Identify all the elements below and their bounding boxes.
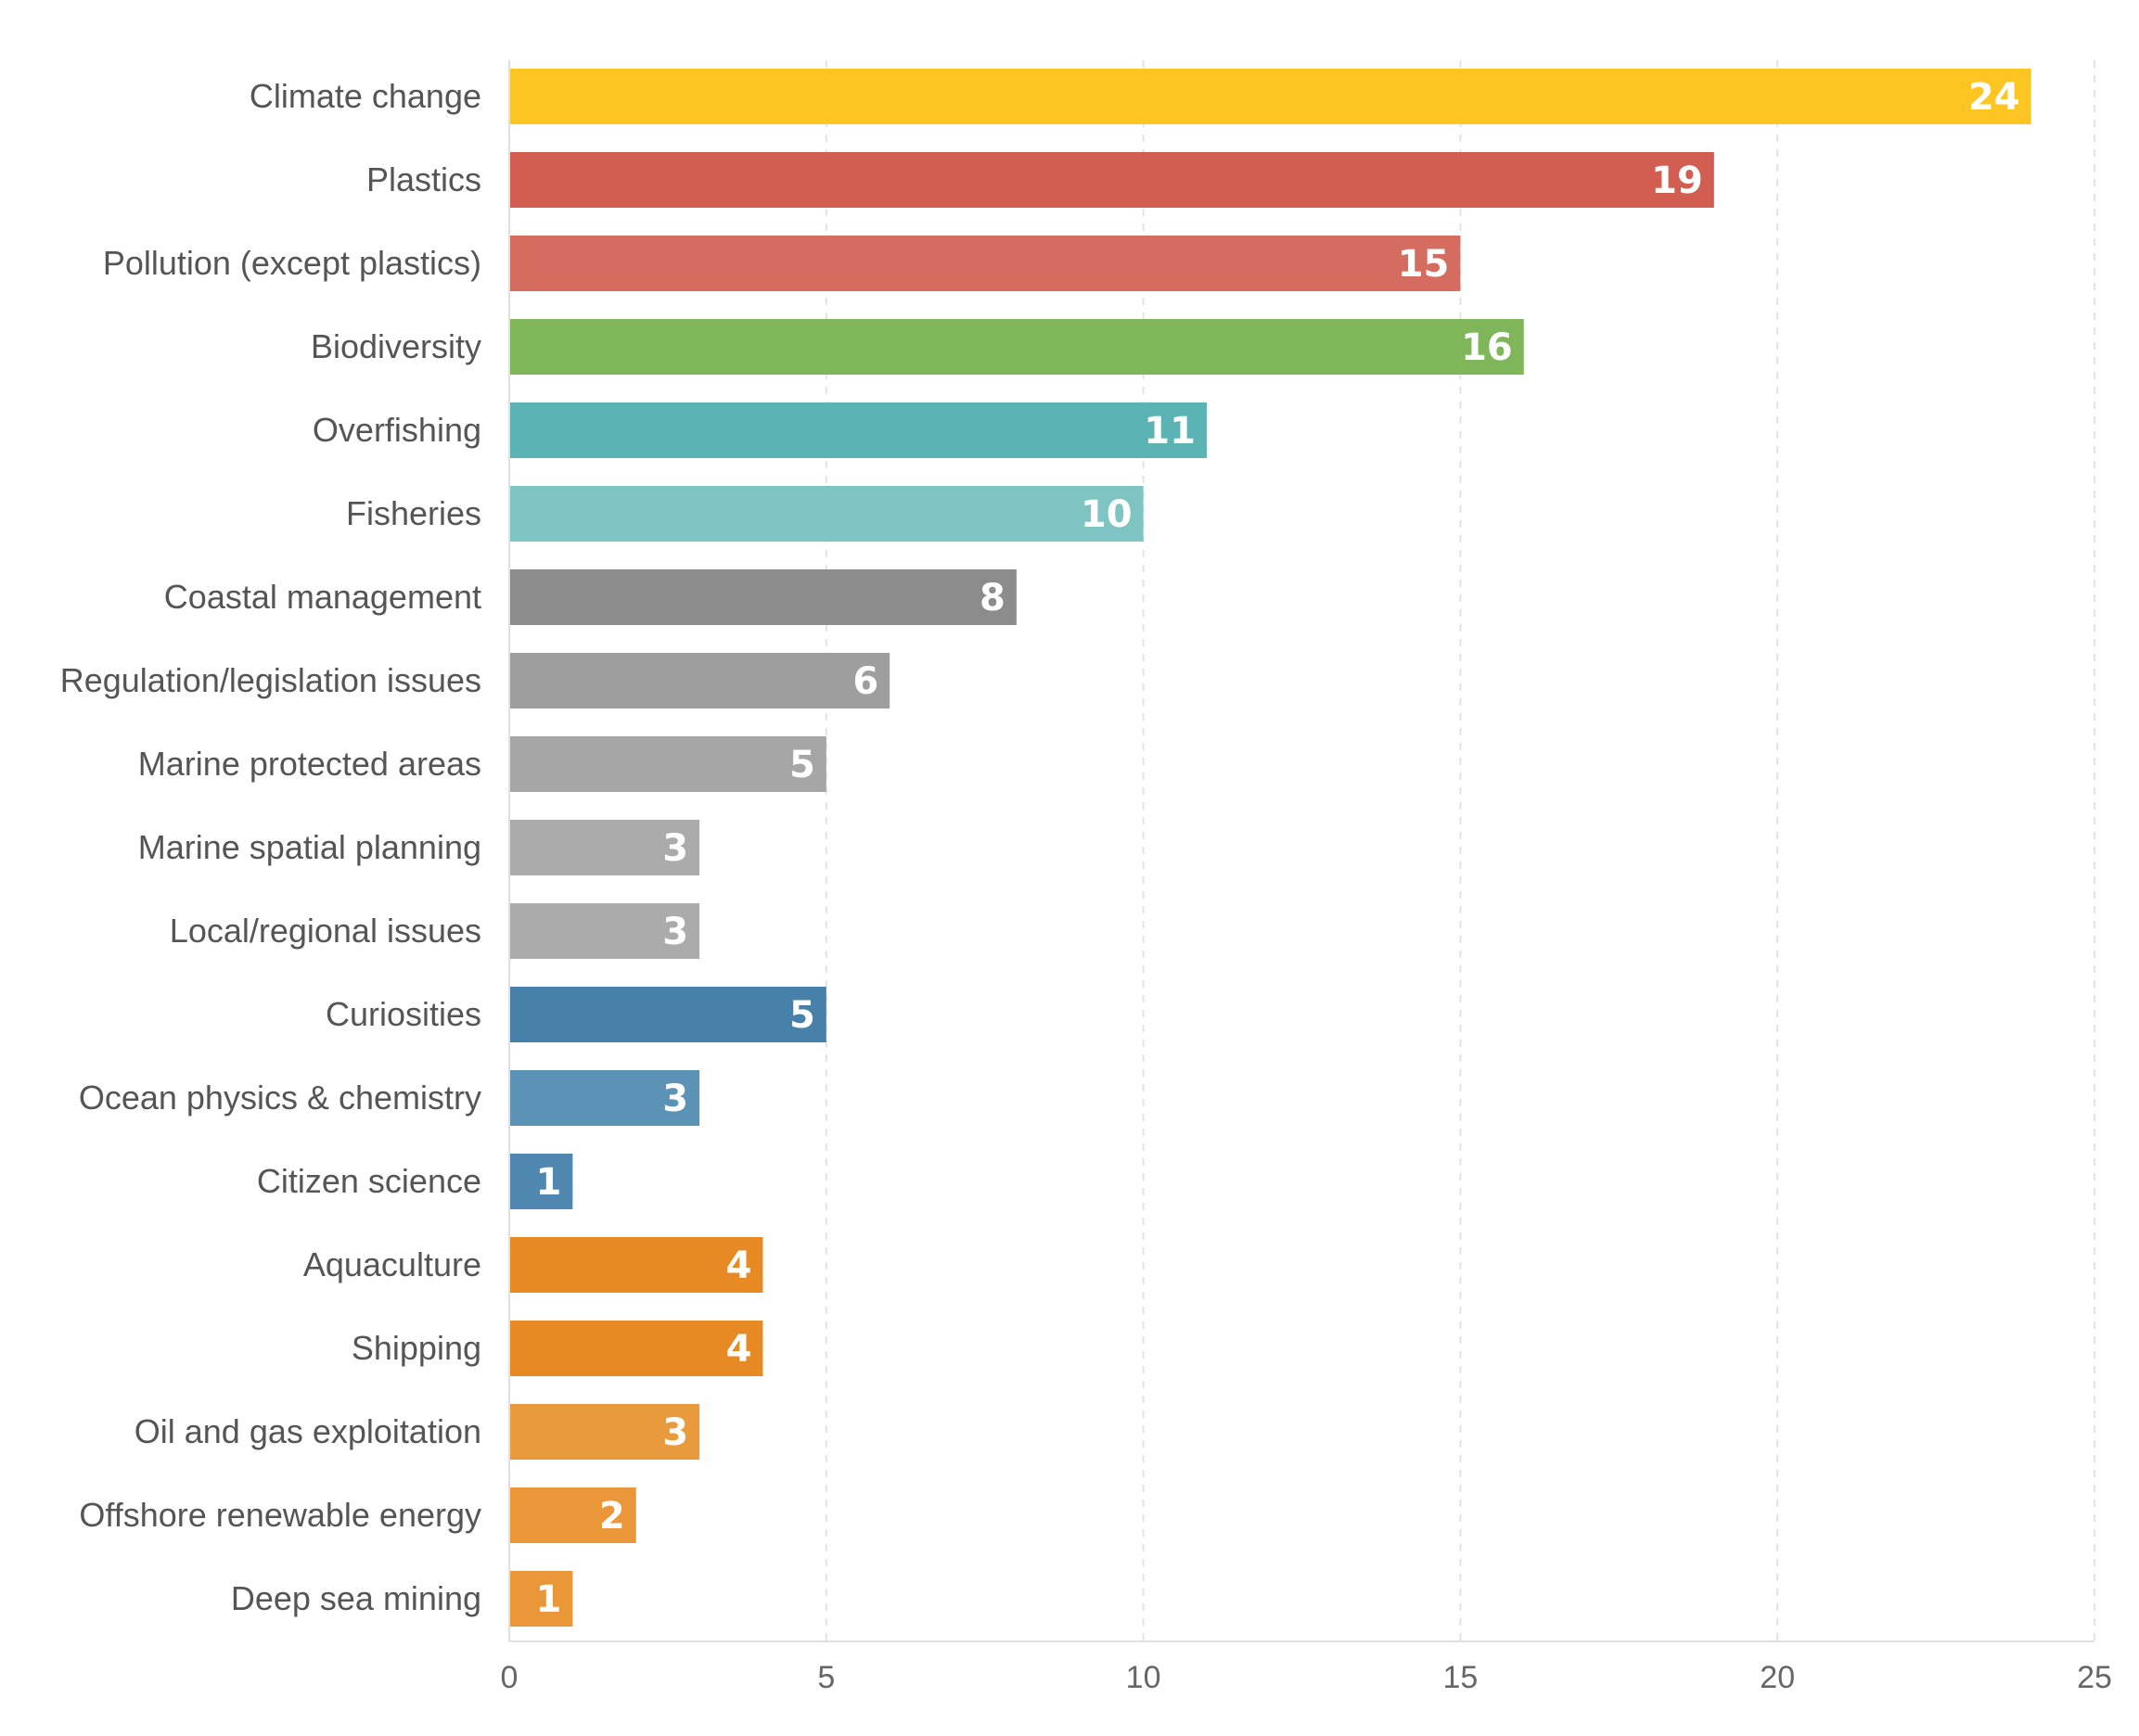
category-label: Pollution (except plastics) xyxy=(103,244,481,282)
bar xyxy=(509,1321,763,1376)
bar xyxy=(509,236,1461,291)
bar xyxy=(509,569,1017,625)
x-tick-label: 10 xyxy=(1126,1660,1161,1695)
bar xyxy=(509,1487,636,1543)
grid-lines xyxy=(825,60,2095,1641)
bar-value-label: 2 xyxy=(599,1495,625,1538)
category-label: Curiosities xyxy=(326,995,481,1033)
bar xyxy=(509,69,2031,124)
category-label: Ocean physics & chemistry xyxy=(79,1079,481,1117)
x-tick-label: 15 xyxy=(1442,1660,1478,1695)
x-tick-label: 5 xyxy=(817,1660,835,1695)
category-label: Coastal management xyxy=(164,578,481,616)
bar xyxy=(509,736,826,792)
bar-value-label: 15 xyxy=(1398,243,1450,286)
x-axis: 0 5 10 15 20 25 xyxy=(501,60,2112,1695)
bar xyxy=(509,402,1207,458)
bar-value-label: 4 xyxy=(726,1245,752,1287)
bar-value-label: 3 xyxy=(662,1411,688,1454)
bar-value-label: 10 xyxy=(1081,493,1133,536)
bar xyxy=(509,987,826,1042)
category-label: Regulation/legislation issues xyxy=(60,661,481,699)
bar xyxy=(509,903,700,959)
bar xyxy=(509,1070,700,1126)
x-tick-label: 0 xyxy=(501,1660,519,1695)
bar xyxy=(509,653,890,708)
bar-value-label: 16 xyxy=(1461,326,1513,369)
category-label: Local/regional issues xyxy=(170,912,481,950)
category-label: Fisheries xyxy=(346,494,481,532)
bar-value-label: 3 xyxy=(662,911,688,953)
bar-value-label: 1 xyxy=(536,1578,562,1621)
x-tick-label: 20 xyxy=(1760,1660,1795,1695)
category-label: Biodiversity xyxy=(311,327,481,365)
bar-value-label: 19 xyxy=(1651,160,1703,202)
bar-value-label: 11 xyxy=(1144,410,1196,453)
bar xyxy=(509,486,1144,542)
bar-value-label: 4 xyxy=(726,1328,752,1371)
bar-value-label: 1 xyxy=(536,1161,562,1204)
category-label: Marine protected areas xyxy=(138,745,481,783)
bar-value-label: 3 xyxy=(662,1078,688,1120)
bar xyxy=(509,1154,573,1209)
bar xyxy=(509,319,1524,375)
bar xyxy=(509,1571,573,1627)
bar-value-label: 5 xyxy=(789,994,815,1037)
x-tick-label: 25 xyxy=(2077,1660,2112,1695)
bar xyxy=(509,1404,700,1460)
bar-value-label: 6 xyxy=(852,660,878,703)
bar xyxy=(509,820,700,875)
category-label: Marine spatial planning xyxy=(138,828,481,866)
category-labels: Climate change Plastics Pollution (except … xyxy=(60,77,481,1617)
category-label: Climate change xyxy=(250,77,481,115)
category-label: Oil and gas exploitation xyxy=(134,1412,481,1450)
bar-value-label: 3 xyxy=(662,827,688,870)
bar-value-label: 24 xyxy=(1968,76,2020,119)
category-label: Offshore renewable energy xyxy=(79,1496,481,1534)
bar xyxy=(509,1237,763,1293)
category-label: Deep sea mining xyxy=(231,1579,481,1617)
category-label: Aquaculture xyxy=(303,1245,481,1283)
category-label: Citizen science xyxy=(257,1162,481,1200)
bar xyxy=(509,152,1714,208)
bar-value-label: 8 xyxy=(980,577,1005,619)
bar-value-label: 5 xyxy=(789,744,815,786)
category-label: Plastics xyxy=(366,160,481,198)
category-label: Shipping xyxy=(352,1329,481,1367)
category-label: Overfishing xyxy=(313,411,481,449)
